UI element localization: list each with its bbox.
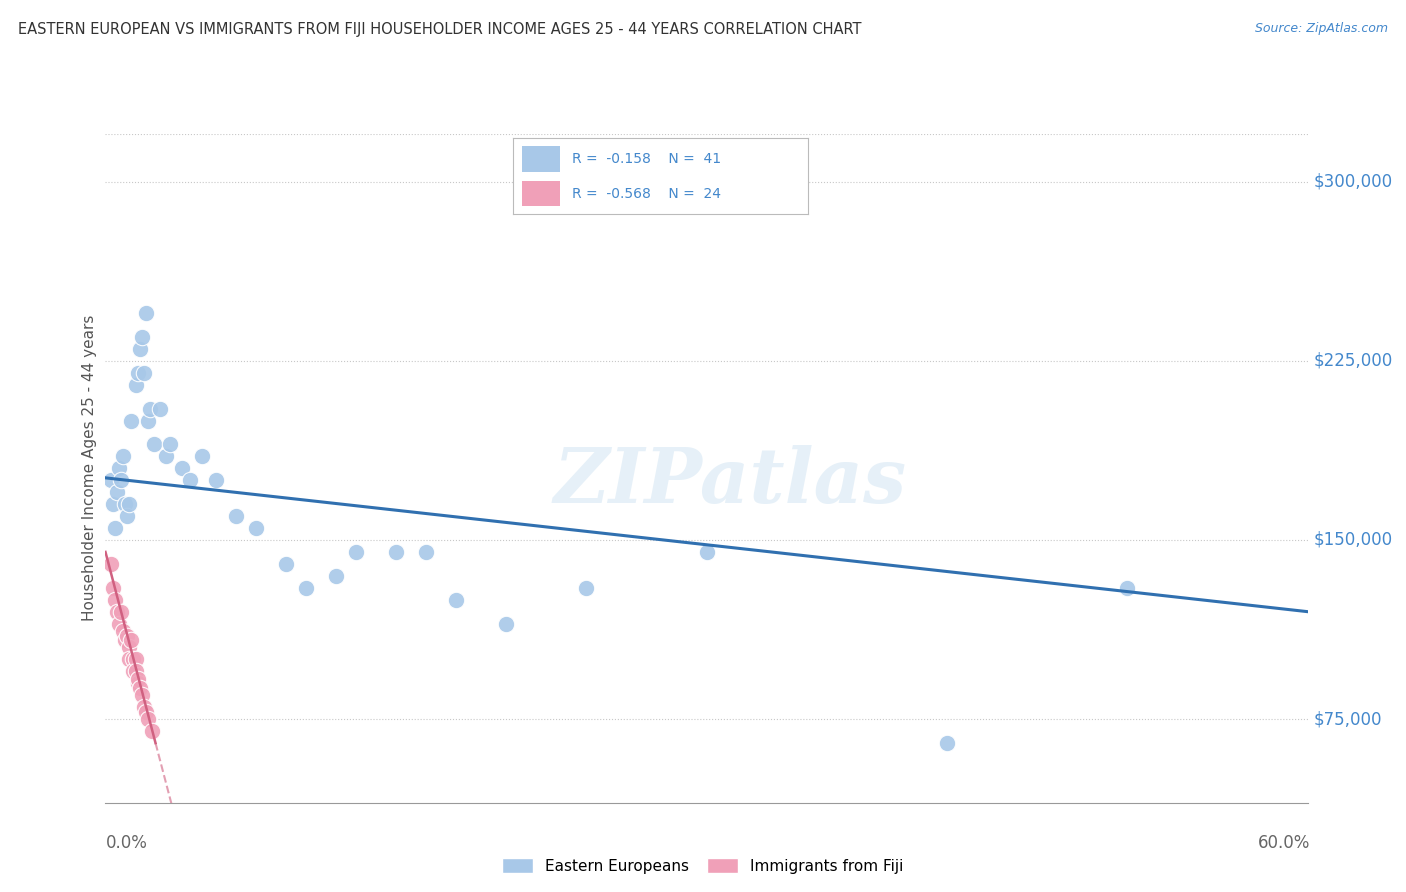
Point [135,306,157,320]
Text: Source: ZipAtlas.com: Source: ZipAtlas.com [1254,22,1388,36]
Point [245,521,267,535]
Point [103,497,125,511]
Point [110,473,132,487]
Point [107,605,129,619]
Point [122,652,145,666]
Point [104,592,127,607]
Point [204,473,226,487]
Point [124,665,146,679]
Point [127,366,149,380]
Point [295,581,318,595]
Point [127,672,149,686]
Point [117,509,139,524]
Point [344,545,367,559]
Point [100,473,122,487]
Legend: Eastern Europeans, Immigrants from Fiji: Eastern Europeans, Immigrants from Fiji [496,852,910,880]
Point [100,557,122,571]
Point [225,509,247,524]
Y-axis label: Householder Income Ages 25 - 44 years: Householder Income Ages 25 - 44 years [82,315,97,622]
Point [444,592,467,607]
Text: R =  -0.158    N =  41: R = -0.158 N = 41 [572,152,721,166]
Point [118,497,141,511]
Point [138,401,160,416]
Point [696,545,718,559]
Point [108,461,131,475]
Point [118,652,141,666]
Point [148,401,170,416]
Point [118,640,141,655]
Text: ZIPatlas: ZIPatlas [554,445,907,518]
Point [415,545,437,559]
Point [575,581,598,595]
Point [495,616,517,631]
Point [112,624,135,638]
Point [110,605,132,619]
Text: $225,000: $225,000 [1313,351,1393,370]
Point [136,413,159,427]
Point [108,616,131,631]
Text: $75,000: $75,000 [1313,710,1382,728]
Point [179,473,201,487]
Point [170,461,193,475]
Point [104,521,127,535]
Point [274,557,297,571]
Point [114,497,136,511]
Point [128,681,150,695]
Point [155,450,177,464]
Point [122,665,145,679]
Point [103,581,125,595]
Point [132,700,155,714]
Point [107,485,129,500]
Point [131,330,153,344]
Point [385,545,408,559]
Text: 60.0%: 60.0% [1258,834,1310,852]
Bar [522,145,561,171]
Point [131,688,153,702]
Point [124,377,146,392]
Point [121,413,143,427]
Point [142,437,165,451]
Point [141,724,163,739]
Text: EASTERN EUROPEAN VS IMMIGRANTS FROM FIJI HOUSEHOLDER INCOME AGES 25 - 44 YEARS C: EASTERN EUROPEAN VS IMMIGRANTS FROM FIJI… [18,22,862,37]
Text: R =  -0.568    N =  24: R = -0.568 N = 24 [572,186,721,201]
Text: 0.0%: 0.0% [105,834,148,852]
Point [190,450,212,464]
Point [117,628,139,642]
Point [128,342,150,356]
Point [159,437,181,451]
Text: $300,000: $300,000 [1313,172,1393,191]
Point [325,569,347,583]
Point [124,652,146,666]
Point [135,705,157,719]
Point [136,712,159,726]
Point [114,633,136,648]
Text: $150,000: $150,000 [1313,531,1393,549]
Point [936,736,959,750]
Bar [522,181,561,207]
Point [127,676,149,690]
Point [1116,581,1139,595]
Point [112,450,135,464]
Point [121,633,143,648]
Point [132,366,155,380]
